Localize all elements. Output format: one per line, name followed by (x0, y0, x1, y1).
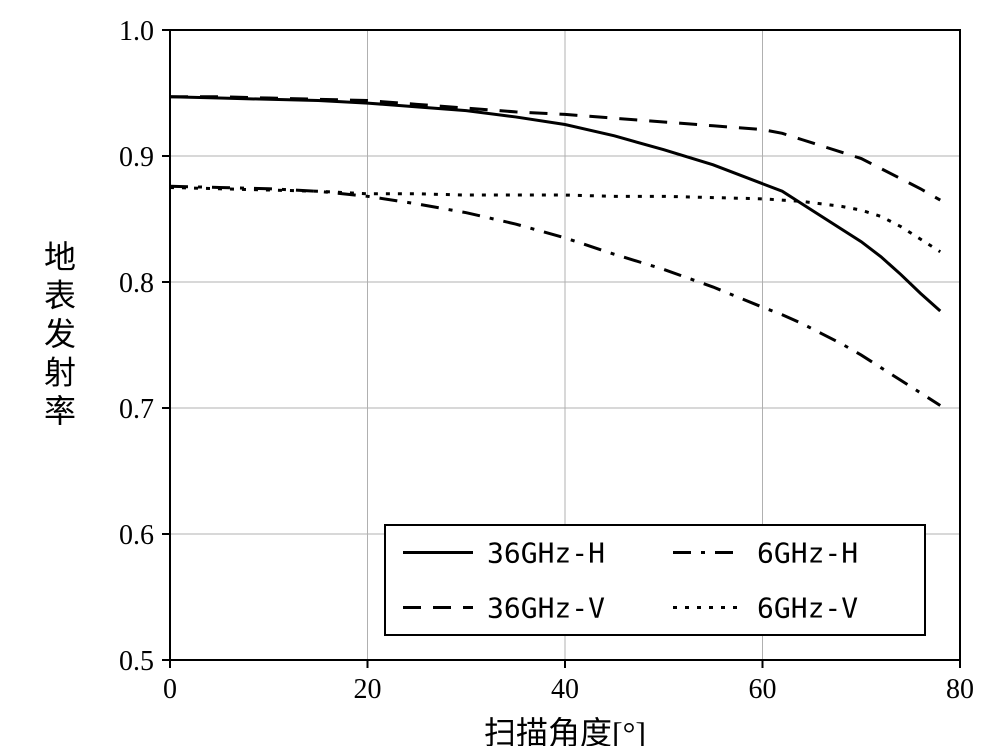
emissivity-chart: 0 20 40 60 80 0.5 0.6 0.7 0.8 0.9 1.0 扫描角度[°] 地表发射率 3… (0, 0, 1000, 746)
xaxis-tick-label: 60 (749, 674, 777, 705)
yaxis-tick-label: 0.9 (119, 142, 154, 173)
yaxis-label: 地表发射率 (44, 239, 76, 429)
yaxis-tick-label: 0.8 (119, 268, 154, 299)
yaxis-tick-label: 0.6 (119, 520, 154, 551)
xaxis-tick-label: 40 (551, 674, 579, 705)
yaxis-tick-label: 0.5 (119, 646, 154, 677)
legend: 36GHz-H 6GHz-H 36GHz-V 6GHz-V (385, 525, 925, 635)
legend-label: 6GHz-V (757, 591, 858, 624)
xaxis-label: 扫描角度[°] (484, 715, 646, 746)
legend-label: 6GHz-H (757, 536, 858, 569)
yaxis-tick-label: 1.0 (119, 16, 154, 47)
chart-container: 0 20 40 60 80 0.5 0.6 0.7 0.8 0.9 1.0 扫描角度[°] 地表发射率 3… (0, 0, 1000, 746)
xaxis-tick-label: 20 (354, 674, 382, 705)
yaxis-tick-label: 0.7 (119, 394, 154, 425)
legend-label: 36GHz-V (487, 591, 605, 624)
xaxis-tick-label: 80 (946, 674, 974, 705)
xaxis-tick-label: 0 (163, 674, 177, 705)
legend-label: 36GHz-H (487, 536, 605, 569)
